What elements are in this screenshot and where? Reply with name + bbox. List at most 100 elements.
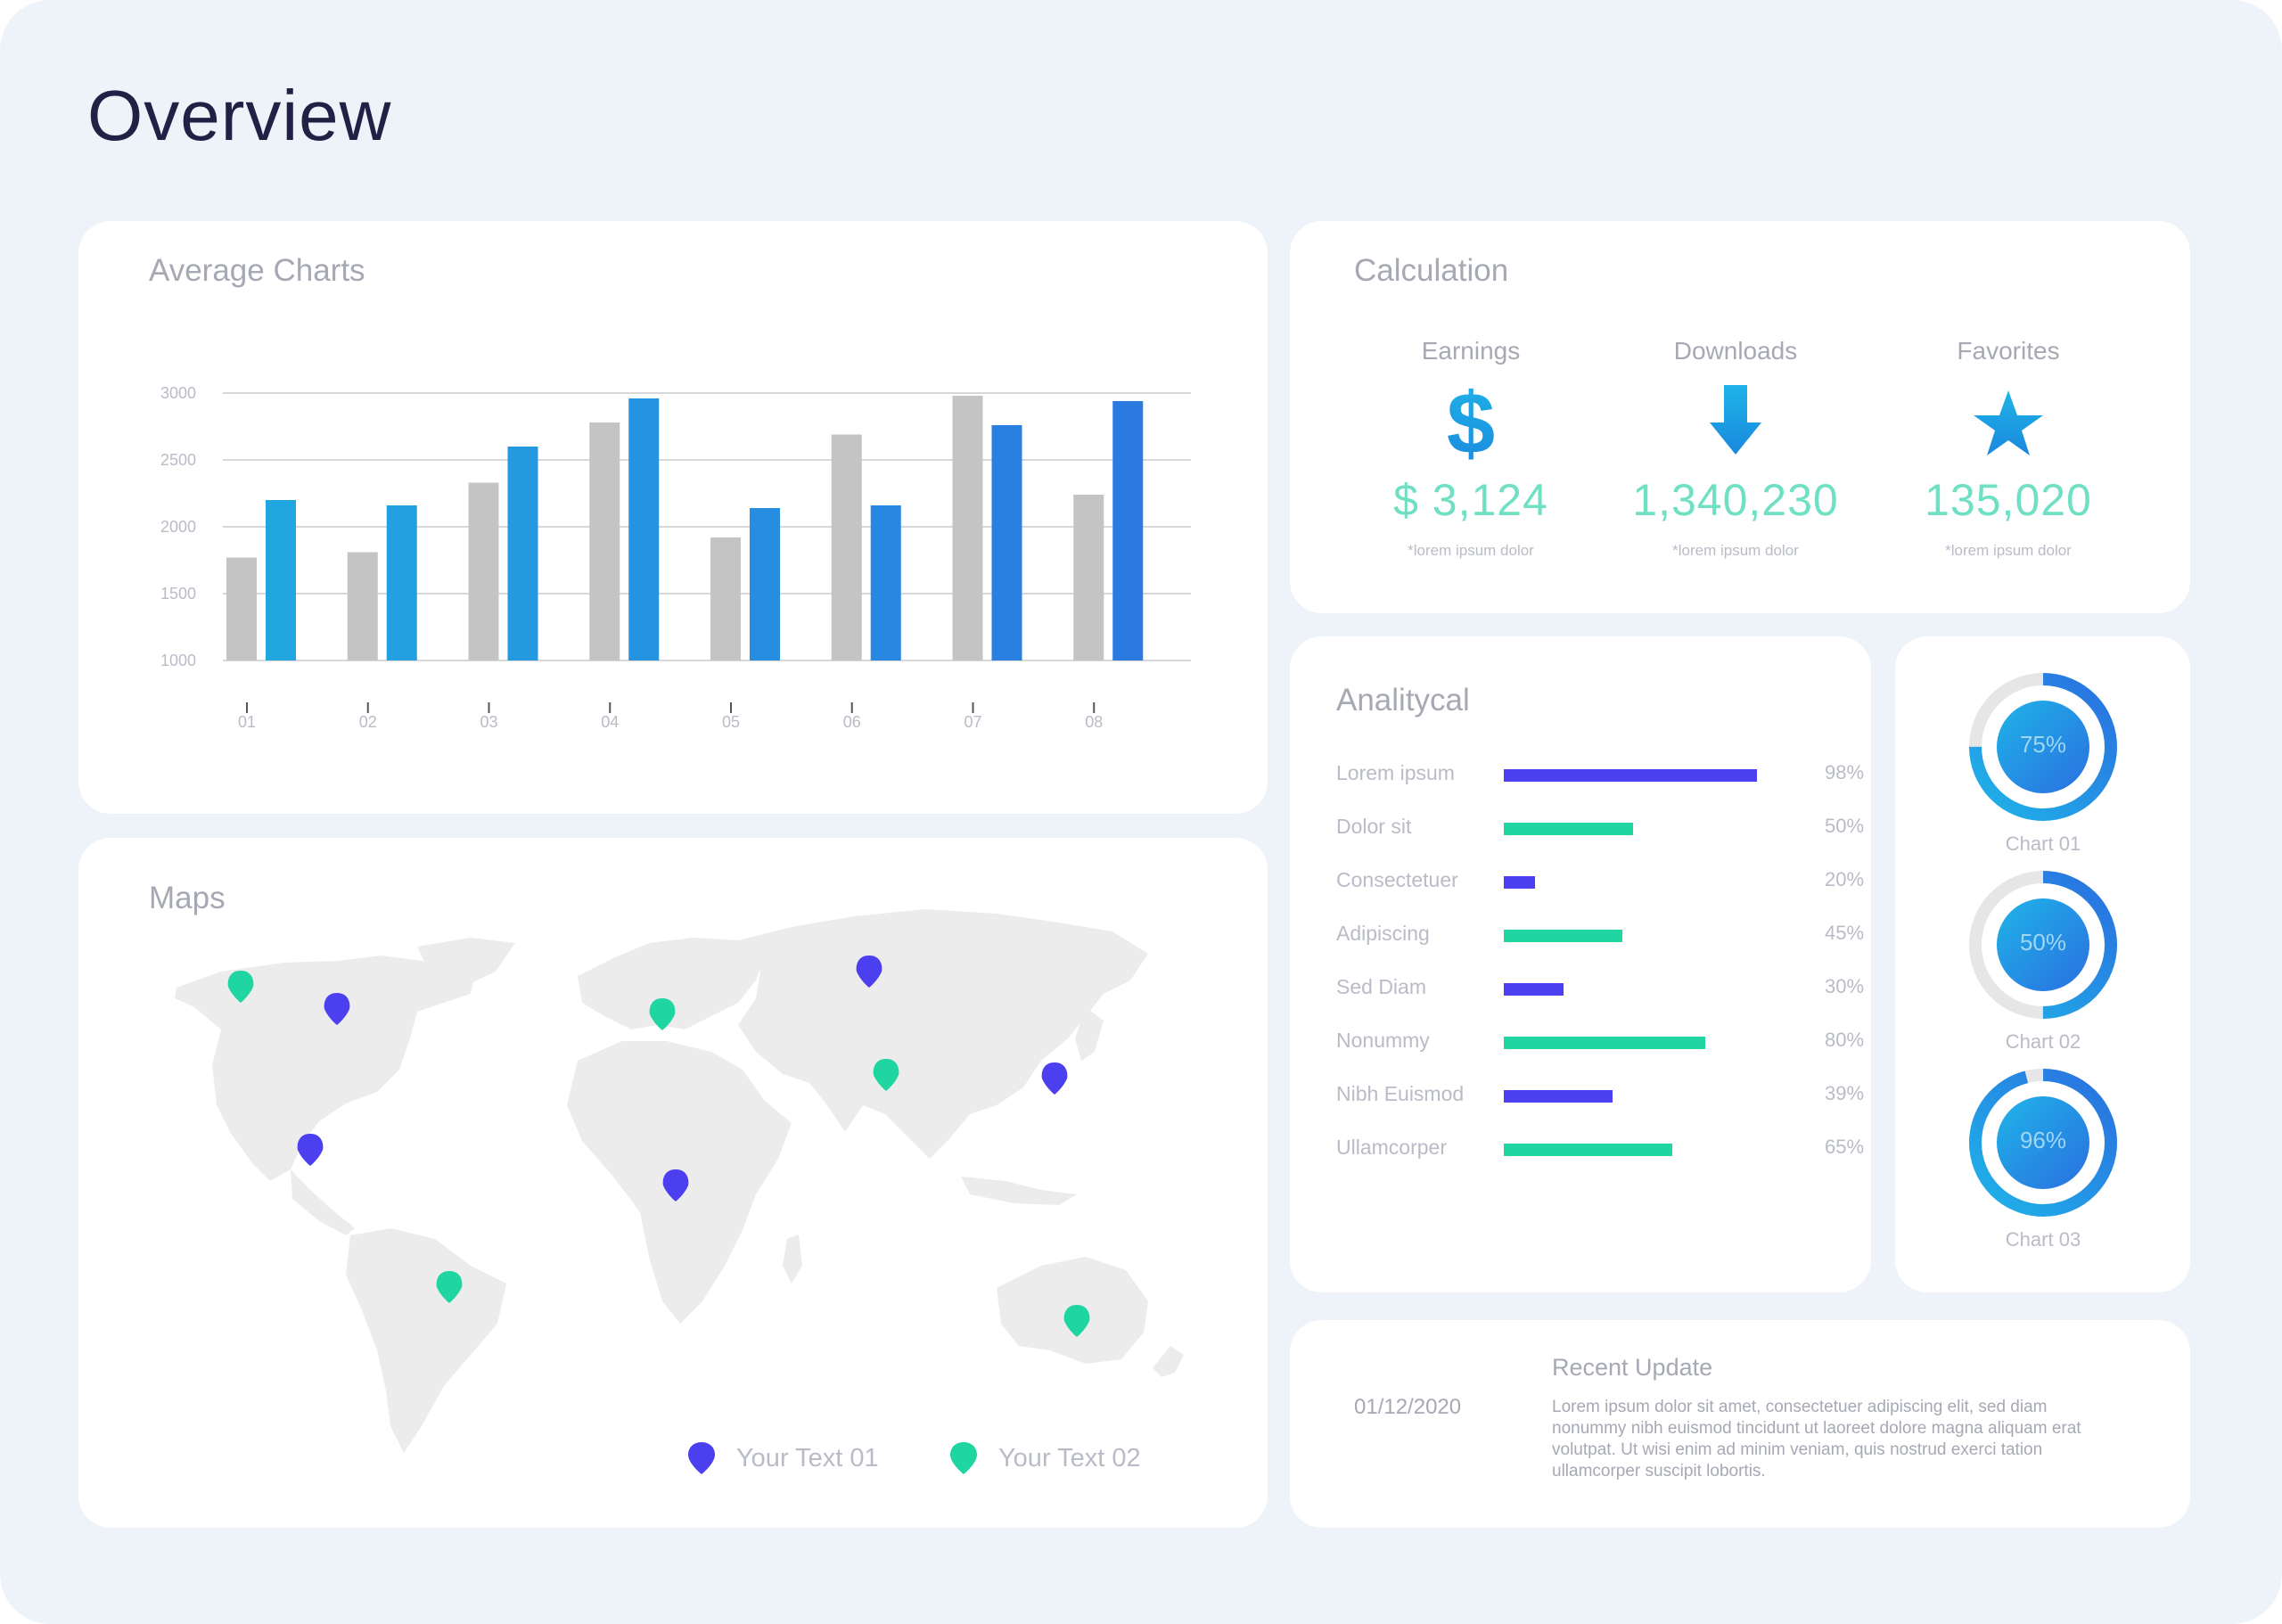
- japan-shape: [1075, 1007, 1104, 1061]
- analytical-pct: 20%: [1825, 868, 1865, 890]
- donut-chart: 96% Chart 03: [1963, 1068, 2123, 1251]
- analytical-track: [1504, 983, 1762, 996]
- donut-progress: [1969, 1069, 2117, 1217]
- average-bar-chart: 3000 2500 2000 1500 1000 01 02 03 04 05 06 07 08: [160, 384, 1191, 731]
- recent-update-card: 01/12/2020 Recent Update Lorem ipsum dol…: [1290, 1320, 2190, 1528]
- calc-earnings-note: *lorem ipsum dolor: [1408, 542, 1534, 559]
- map-pin-icon[interactable]: [873, 1059, 899, 1091]
- arrow-down-icon: [1710, 385, 1761, 455]
- bar-blue: [870, 505, 901, 660]
- pin-icon: [950, 1442, 977, 1474]
- x-tick-label: 03: [480, 713, 497, 731]
- calc-downloads-note: *lorem ipsum dolor: [1672, 542, 1799, 559]
- analytical-row: Sed Diam 30%: [1336, 970, 1864, 1005]
- donut-svg: 50%: [1969, 871, 2117, 1019]
- calc-earnings: Earnings $ $ 3,124 *lorem ipsum dolor: [1337, 337, 1605, 560]
- pin-icon: [688, 1442, 715, 1474]
- calculation-title: Calculation: [1354, 253, 1509, 288]
- analytical-row: Ullamcorper 65%: [1336, 1130, 1864, 1166]
- bar-blue: [386, 505, 417, 660]
- y-tick-label: 1000: [160, 652, 196, 669]
- analytical-bar: [1504, 1144, 1672, 1156]
- dollar-icon: $: [1447, 381, 1495, 462]
- analytical-label: Adipiscing: [1336, 922, 1430, 945]
- x-tick-label: 08: [1085, 713, 1103, 731]
- donut-progress: [1969, 871, 2117, 1019]
- donut-svg: 75%: [1969, 673, 2117, 821]
- analytical-track: [1504, 823, 1762, 835]
- indonesia-shape: [961, 1177, 1077, 1205]
- greenland-shape: [417, 938, 515, 988]
- north-america-shape: [175, 956, 475, 1181]
- donut-svg: 96%: [1969, 1069, 2117, 1217]
- calc-favorites-value: 135,020: [1925, 475, 2092, 525]
- donut-chart: 75% Chart 01: [1963, 672, 2123, 855]
- average-charts-title: Average Charts: [149, 253, 365, 288]
- analytical-label: Dolor sit: [1336, 815, 1412, 838]
- donut-pct: 75%: [2020, 731, 2066, 758]
- analytical-label: Consectetuer: [1336, 868, 1458, 891]
- star-icon: [1974, 390, 2043, 455]
- map-pin-icon[interactable]: [856, 956, 882, 988]
- map-pin-icon[interactable]: [1063, 1305, 1090, 1337]
- analytical-row: Consectetuer 20%: [1336, 863, 1864, 898]
- analytical-bar: [1504, 823, 1633, 835]
- analytical-track: [1504, 930, 1762, 942]
- y-tick-label: 2000: [160, 518, 196, 536]
- y-tick-label: 2500: [160, 451, 196, 469]
- x-tick-label: 05: [722, 713, 740, 731]
- analytical-label: Sed Diam: [1336, 975, 1426, 998]
- average-charts-card: Average Charts 3000 2500 2000 1500 1000 01 02 0…: [78, 221, 1268, 814]
- map-pin-icon[interactable]: [227, 971, 254, 1003]
- bar-gray: [1073, 495, 1104, 660]
- bar-gray: [589, 422, 620, 660]
- new-zealand-shape: [1153, 1346, 1184, 1377]
- analytical-pct: 65%: [1825, 1136, 1865, 1158]
- madagascar-shape: [783, 1234, 802, 1284]
- bar-gray: [710, 537, 741, 660]
- map-pin-icon[interactable]: [297, 1134, 324, 1166]
- analytical-bar: [1504, 876, 1535, 889]
- analytical-track: [1504, 1037, 1762, 1049]
- bar-gray: [468, 482, 499, 660]
- bar-blue: [750, 508, 780, 660]
- analytical-pct: 39%: [1825, 1082, 1865, 1104]
- donut-center: [1997, 701, 2089, 793]
- x-tick-label: 06: [843, 713, 861, 731]
- x-tick-label: 02: [359, 713, 377, 731]
- map-pin-icon[interactable]: [662, 1169, 689, 1202]
- bar-gray: [831, 434, 862, 660]
- analytical-pct: 80%: [1825, 1029, 1865, 1051]
- calc-favorites-label: Favorites: [1957, 337, 2060, 365]
- analytical-card: Analitycal Lorem ipsum 98% Dolor sit 50% Con…: [1290, 636, 1871, 1292]
- calc-favorites-note: *lorem ipsum dolor: [1945, 542, 2072, 559]
- analytical-row: Adipiscing 45%: [1336, 916, 1864, 952]
- analytical-label: Nonummy: [1336, 1029, 1430, 1052]
- donut-pct: 96%: [2020, 1127, 2066, 1153]
- maps-title: Maps: [149, 881, 226, 915]
- map-pin-icon[interactable]: [649, 998, 676, 1030]
- donut-progress: [1969, 673, 2117, 821]
- south-america-shape: [346, 1228, 506, 1453]
- calc-earnings-value: $ 3,124: [1393, 475, 1548, 525]
- analytical-pct: 45%: [1825, 922, 1865, 944]
- update-date: 01/12/2020: [1354, 1395, 1462, 1419]
- central-america-shape: [291, 1169, 355, 1235]
- donut-chart: 50% Chart 02: [1963, 870, 2123, 1053]
- analytical-title: Analitycal: [1336, 683, 1470, 718]
- analytical-label: Ullamcorper: [1336, 1136, 1447, 1159]
- analytical-row: Nonummy 80%: [1336, 1023, 1864, 1059]
- map-pin-icon[interactable]: [436, 1271, 463, 1303]
- analytical-track: [1504, 1090, 1762, 1103]
- update-title: Recent Update: [1552, 1354, 1713, 1381]
- europe-shape: [578, 938, 765, 1029]
- map-pins: [227, 956, 1090, 1337]
- analytical-row: Dolor sit 50%: [1336, 809, 1864, 845]
- calculation-card: Calculation Earnings $ $ 3,124 *lorem ip…: [1290, 221, 2190, 613]
- donut-pct: 50%: [2020, 929, 2066, 956]
- map-pin-icon[interactable]: [1041, 1062, 1068, 1095]
- analytical-label: Lorem ipsum: [1336, 761, 1455, 784]
- bar-blue: [991, 425, 1022, 660]
- analytical-bar: [1504, 769, 1758, 782]
- map-pin-icon[interactable]: [324, 993, 350, 1025]
